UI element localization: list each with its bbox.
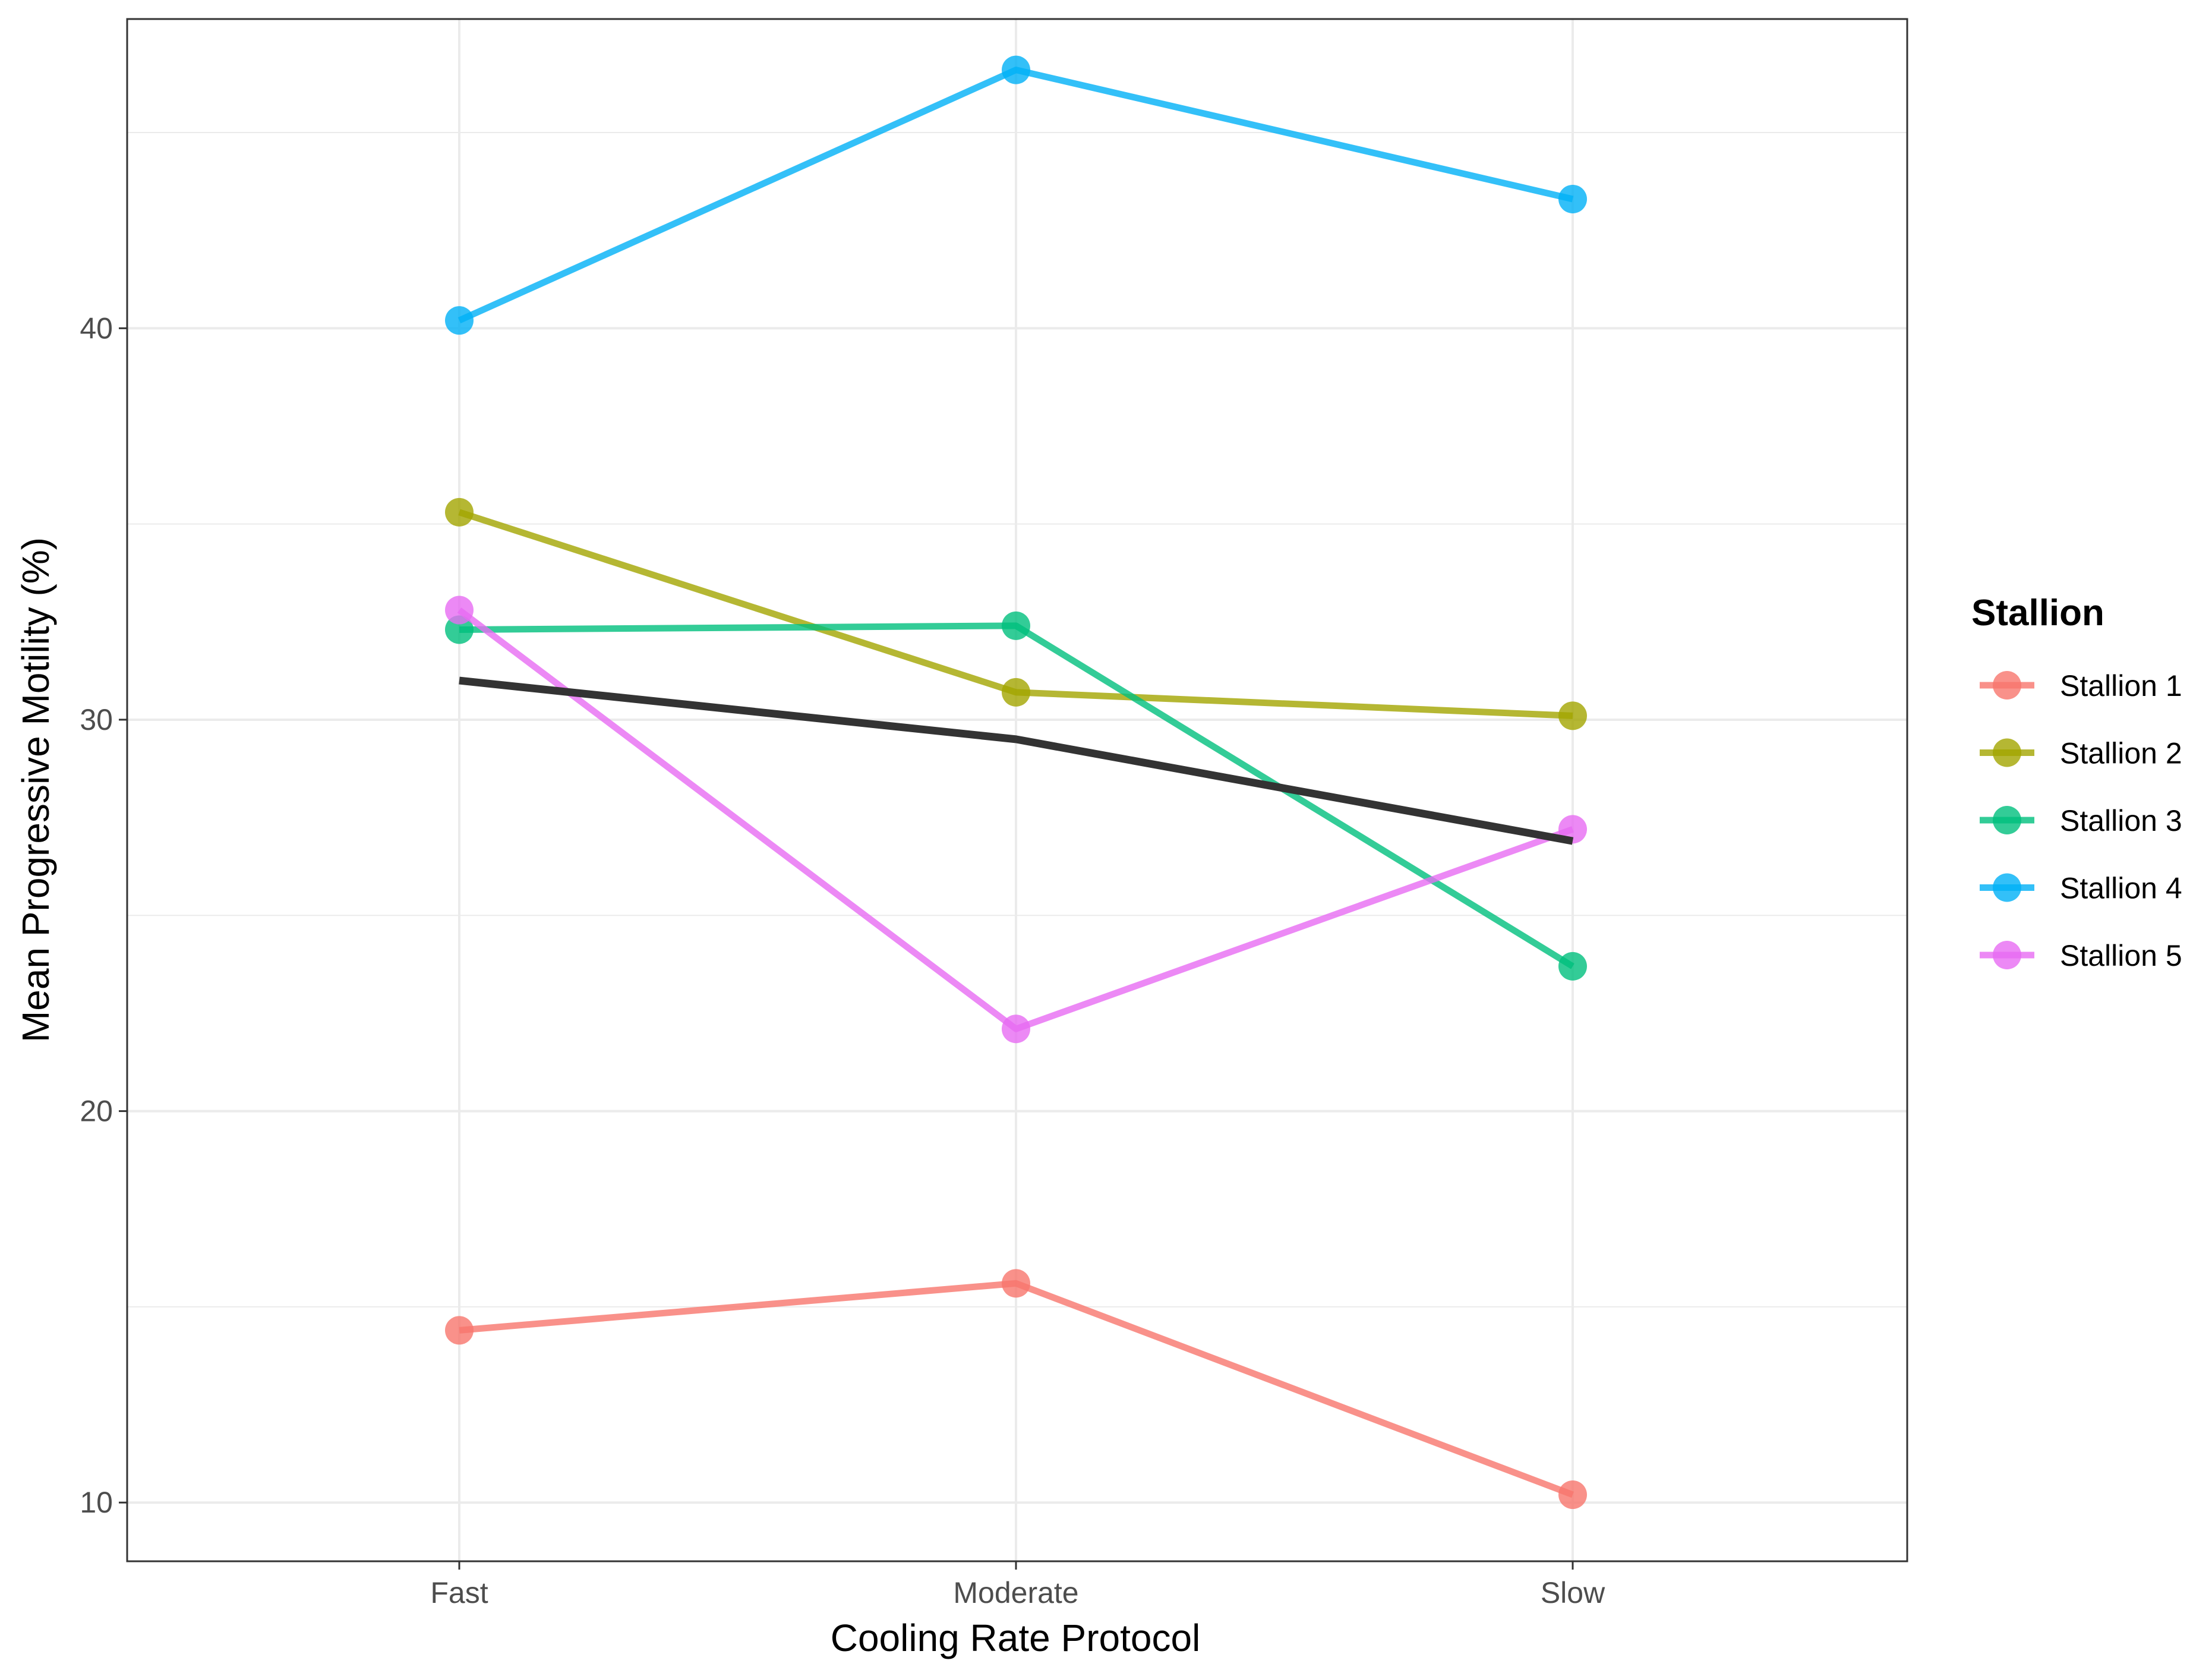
legend-key-point <box>1993 806 2021 834</box>
data-point-stallion-2-slow <box>1558 701 1587 730</box>
series-stallion-1 <box>445 1269 1587 1510</box>
y-tick-label: 10 <box>80 1486 113 1519</box>
data-point-stallion-1-slow <box>1558 1480 1587 1510</box>
legend-items: Stallion 1 Stallion 2 Stallion 3 Stallion 4… <box>1980 669 2182 972</box>
series-stallion-4 <box>445 55 1587 335</box>
legend-title: Stallion <box>1971 593 2104 634</box>
data-point-stallion-3-moderate <box>1002 611 1030 640</box>
legend-item-stallion-2: Stallion 2 <box>1980 737 2182 770</box>
data-point-stallion-3-slow <box>1558 952 1587 981</box>
x-tick-label-moderate: Moderate <box>953 1576 1078 1609</box>
data-point-stallion-1-fast <box>445 1316 474 1345</box>
x-axis-title: Cooling Rate Protocol <box>831 1617 1201 1659</box>
legend-label: Stallion 5 <box>2060 939 2182 972</box>
data-point-stallion-5-moderate <box>1002 1014 1030 1044</box>
series-layer <box>445 55 1587 1510</box>
legend-item-stallion-3: Stallion 3 <box>1980 804 2182 837</box>
panel-border <box>126 18 1908 1562</box>
data-point-stallion-1-moderate <box>1002 1269 1030 1298</box>
data-point-stallion-4-slow <box>1558 184 1587 213</box>
legend-item-stallion-4: Stallion 4 <box>1980 872 2182 905</box>
x-tick-label-slow: Slow <box>1541 1576 1605 1609</box>
legend-key-point <box>1993 738 2021 767</box>
legend-key-point <box>1993 941 2021 969</box>
data-point-stallion-3-fast <box>445 615 474 644</box>
series-stallion-5 <box>445 596 1587 1044</box>
legend-label: Stallion 3 <box>2060 804 2182 837</box>
data-point-stallion-2-moderate <box>1002 678 1030 707</box>
legend-label: Stallion 4 <box>2060 872 2182 905</box>
y-axis-title: Mean Progressive Motility (%) <box>14 537 57 1042</box>
y-axis: 10 20 30 40 <box>80 311 127 1519</box>
y-tick-label: 20 <box>80 1095 113 1128</box>
mean-trend-line <box>459 676 1574 845</box>
data-point-stallion-4-moderate <box>1002 55 1030 84</box>
series-stallion-2 <box>445 497 1587 730</box>
legend-key-point <box>1993 671 2021 700</box>
series-stallion-3 <box>445 611 1587 981</box>
data-point-stallion-5-fast <box>445 596 474 625</box>
data-point-stallion-2-fast <box>445 497 474 527</box>
y-tick-label: 40 <box>80 311 113 345</box>
legend-item-stallion-5: Stallion 5 <box>1980 939 2182 972</box>
x-tick-label-fast: Fast <box>430 1576 488 1609</box>
legend-item-stallion-1: Stallion 1 <box>1980 669 2182 702</box>
legend-label: Stallion 1 <box>2060 669 2182 702</box>
data-point-stallion-4-fast <box>445 306 474 335</box>
legend-label: Stallion 2 <box>2060 737 2182 770</box>
legend-key-point <box>1993 873 2021 902</box>
x-axis: Fast Moderate Slow <box>430 1561 1605 1609</box>
grid-major <box>127 19 1907 1561</box>
y-tick-label: 30 <box>80 703 113 736</box>
